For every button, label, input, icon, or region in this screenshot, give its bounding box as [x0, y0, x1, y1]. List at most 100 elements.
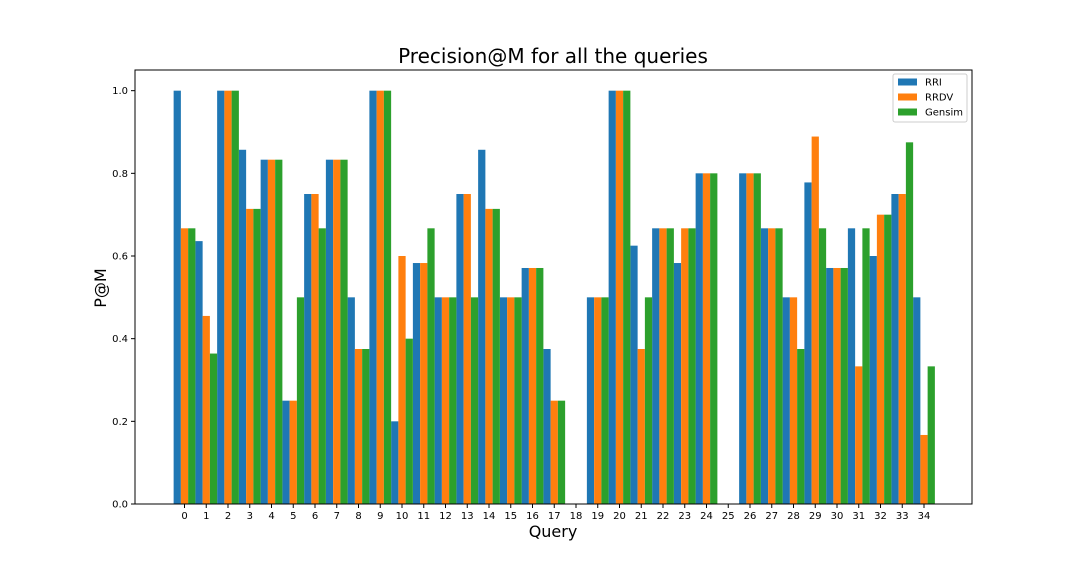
bar-gensim-15 [514, 297, 522, 504]
bar-gensim-32 [884, 214, 892, 505]
bar-rri-1 [195, 241, 203, 504]
bar-gensim-12 [449, 297, 457, 504]
bar-gensim-5 [296, 297, 305, 504]
bar-gensim-22 [666, 228, 674, 504]
y-tick-label: 0.8 [112, 169, 128, 180]
bar-rri-21 [630, 245, 638, 505]
bar-rrdv-13 [463, 194, 471, 504]
bar-gensim-17 [557, 400, 566, 504]
bar-rrdv-33 [898, 194, 906, 504]
bar-gensim-29 [818, 228, 827, 504]
x-tick-label: 19 [591, 511, 604, 522]
chart-title: Precision@M for all the queries [398, 44, 708, 68]
bar-gensim-0 [188, 228, 196, 504]
bar-rrdv-21 [637, 349, 645, 504]
bar-rri-5 [282, 400, 290, 504]
x-tick-label: 22 [657, 511, 670, 522]
bar-rrdv-9 [376, 90, 384, 505]
bar-rrdv-28 [789, 297, 798, 504]
bar-rri-23 [673, 263, 682, 504]
bar-rri-20 [608, 90, 616, 505]
y-tick-label: 0.2 [112, 417, 128, 428]
x-tick-label: 17 [548, 511, 561, 522]
legend-swatch-rri [898, 78, 917, 86]
bar-rrdv-32 [876, 214, 885, 505]
bar-rri-34 [913, 297, 921, 504]
bar-rri-26 [739, 173, 747, 504]
bar-rri-10 [391, 421, 399, 504]
x-tick-label: 11 [417, 511, 430, 522]
y-tick-label: 0.4 [112, 334, 128, 345]
bar-rrdv-20 [615, 90, 624, 505]
bar-rri-33 [891, 194, 899, 504]
x-tick-label: 13 [461, 511, 474, 522]
bar-rri-29 [804, 182, 812, 504]
bar-rri-2 [217, 90, 225, 505]
x-tick-label: 31 [852, 511, 865, 522]
x-tick-label: 34 [918, 511, 931, 522]
bar-rri-28 [782, 297, 790, 504]
bar-gensim-16 [536, 267, 544, 504]
bar-rrdv-0 [180, 228, 189, 504]
bar-gensim-7 [340, 159, 348, 504]
x-tick-label: 33 [896, 511, 909, 522]
bar-gensim-11 [427, 228, 435, 504]
bar-rrdv-10 [398, 256, 406, 504]
bar-rrdv-6 [311, 194, 319, 504]
bar-rri-9 [369, 90, 377, 505]
x-tick-label: 18 [570, 511, 583, 522]
x-tick-label: 25 [722, 511, 735, 522]
bar-rri-16 [521, 267, 529, 504]
bar-rri-31 [847, 228, 856, 504]
x-tick-label: 3 [247, 511, 253, 522]
legend-label-rrdv: RRDV [925, 93, 953, 104]
bar-rrdv-22 [659, 228, 667, 504]
bar-rrdv-27 [768, 228, 776, 504]
bar-gensim-4 [275, 159, 283, 504]
x-tick-label: 27 [765, 511, 778, 522]
bar-rri-32 [869, 256, 877, 504]
bar-rrdv-30 [833, 267, 841, 504]
x-tick-label: 30 [831, 511, 844, 522]
bar-rri-22 [652, 228, 660, 504]
bar-rrdv-14 [485, 208, 493, 504]
bar-rri-14 [478, 149, 486, 504]
x-axis-label: Query [529, 522, 578, 541]
bar-gensim-19 [601, 297, 609, 504]
bar-gensim-26 [753, 173, 761, 504]
bar-rri-24 [695, 173, 703, 504]
bar-gensim-28 [797, 349, 805, 504]
x-tick-label: 28 [787, 511, 800, 522]
legend-swatch-rrdv [898, 93, 917, 101]
legend-label-gensim: Gensim [925, 108, 963, 119]
bar-gensim-6 [318, 228, 326, 504]
bar-gensim-14 [492, 208, 500, 504]
bar-gensim-31 [862, 228, 870, 504]
x-tick-label: 24 [700, 511, 713, 522]
legend-label-rri: RRI [925, 78, 942, 89]
bar-rrdv-24 [702, 173, 711, 504]
bar-rri-0 [173, 90, 181, 505]
y-tick-label: 0.0 [112, 500, 128, 511]
bar-rri-27 [760, 228, 769, 504]
bar-rrdv-31 [855, 366, 863, 504]
plot-frame [134, 69, 973, 505]
x-tick-label: 23 [678, 511, 691, 522]
x-tick-label: 5 [290, 511, 296, 522]
bar-rrdv-4 [267, 159, 276, 504]
bar-gensim-20 [623, 90, 631, 505]
x-tick-label: 2 [225, 511, 231, 522]
bar-rri-13 [456, 194, 464, 504]
bar-rrdv-12 [441, 297, 450, 504]
x-tick-label: 7 [334, 511, 340, 522]
bar-rri-3 [238, 149, 247, 504]
x-tick-label: 1 [203, 511, 209, 522]
bar-rrdv-29 [811, 136, 819, 505]
x-tick-label: 0 [181, 511, 187, 522]
bar-gensim-24 [710, 173, 718, 504]
bar-rrdv-34 [920, 434, 928, 504]
bar-rri-4 [260, 159, 268, 504]
bar-gensim-21 [644, 297, 653, 504]
bar-rrdv-16 [528, 267, 537, 504]
